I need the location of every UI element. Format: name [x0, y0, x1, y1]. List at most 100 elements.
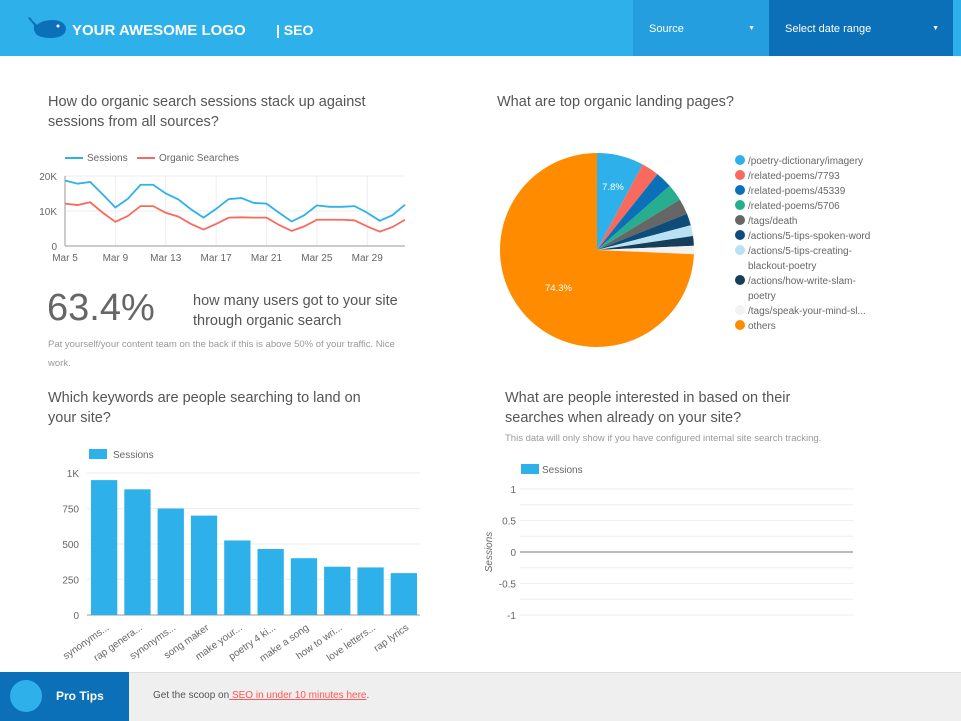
- organic-share-label: how many users got to your site through …: [193, 293, 398, 329]
- bar: [124, 489, 151, 615]
- legend-label: /tags/death: [748, 216, 797, 227]
- y-tick-label: 0: [510, 548, 516, 559]
- y-tick-label: 1K: [67, 469, 80, 480]
- sessions-line-chart: 0 10K 20K Mar 5 Mar 9 Mar 13 Mar 17 Mar 21 Mar 2…: [39, 153, 406, 264]
- legend-label: /related-poems/45339: [748, 186, 846, 197]
- bar: [224, 540, 251, 615]
- y-tick-label: 0: [51, 242, 57, 253]
- legend-label: blackout-poetry: [748, 261, 816, 272]
- site-search-note: This data will only show if you have con…: [505, 433, 822, 444]
- landing-pages-pie-chart: 7.8% 74.3% /poetry-dictionary/imagery/rela…: [500, 153, 870, 347]
- pro-tips-label: Pro Tips: [56, 689, 104, 703]
- x-tick-label: Mar 21: [251, 253, 283, 264]
- bar: [290, 558, 318, 615]
- pie-slice: [597, 199, 687, 250]
- pie-slice: [597, 213, 691, 250]
- pie-data-label: 7.8%: [602, 182, 624, 193]
- pro-tips-panel: Pro Tips: [0, 672, 129, 721]
- chevron-down-icon: ▼: [932, 25, 939, 32]
- x-tick-label: Mar 9: [103, 253, 129, 264]
- bar: [91, 480, 118, 615]
- legend-label: /poetry-dictionary/imagery: [748, 156, 863, 167]
- y-tick-label: 10K: [39, 207, 57, 218]
- site-search-title: What are people interested in based on t…: [505, 390, 791, 426]
- pro-tip-end: .: [366, 690, 370, 701]
- pie-slice: [597, 185, 680, 250]
- legend-label: Organic Searches: [159, 153, 239, 164]
- legend-swatch: [735, 170, 745, 180]
- pro-tip-text: Get the scoop on SEO in under 10 minutes…: [153, 690, 369, 701]
- legend-swatch: [735, 200, 745, 210]
- y-tick-label: 20K: [39, 172, 57, 183]
- y-tick-label: 1: [510, 485, 516, 496]
- legend-label: /actions/how-write-slam-: [748, 276, 856, 287]
- sessions-chart-title: How do organic search sessions stack up …: [48, 94, 366, 130]
- bar: [390, 573, 417, 615]
- legend-label: Sessions: [542, 465, 583, 476]
- y-tick-label: 750: [62, 505, 79, 516]
- y-tick-label: 0.5: [502, 517, 516, 528]
- y-tick-label: -0.5: [499, 580, 517, 591]
- x-tick-label: Mar 13: [150, 253, 182, 264]
- x-tick-label: Mar 5: [52, 253, 78, 264]
- y-tick-label: -1: [507, 611, 516, 622]
- legend-label: Sessions: [87, 153, 128, 164]
- source-label: Source: [649, 23, 684, 35]
- y-tick-label: 0: [73, 611, 79, 622]
- legend-label: others: [748, 321, 776, 332]
- date-range-label: Select date range: [785, 23, 872, 35]
- legend-label: /actions/5-tips-creating-: [748, 246, 852, 257]
- pie-slice: [597, 225, 693, 250]
- x-tick-label: Mar 29: [352, 253, 384, 264]
- organic-share-note: Pat yourself/your content team on the ba…: [48, 339, 395, 369]
- legend-label: Sessions: [113, 450, 154, 461]
- bar: [324, 566, 351, 615]
- pie-slice: [500, 153, 694, 347]
- y-tick-label: 250: [62, 576, 79, 587]
- legend-swatch: [89, 449, 107, 459]
- series-line: [64, 201, 406, 233]
- pie-slice: [597, 245, 694, 255]
- legend-swatch: [735, 185, 745, 195]
- whale-logo-icon: [28, 17, 66, 38]
- legend-swatch: [521, 464, 539, 474]
- whale-graduation-icon: [10, 680, 42, 712]
- legend-label: /actions/5-tips-spoken-word: [748, 231, 870, 242]
- seo-guide-link[interactable]: SEO in under 10 minutes here: [229, 690, 367, 701]
- legend-swatch: [735, 215, 745, 225]
- legend-label: /tags/speak-your-mind-sl...: [748, 306, 866, 317]
- legend-swatch: [735, 320, 745, 330]
- legend-swatch: [735, 230, 745, 240]
- legend-swatch: [735, 245, 745, 255]
- bar: [357, 567, 384, 615]
- pie-slice: [597, 174, 670, 250]
- page-section-title: | SEO: [276, 22, 314, 38]
- date-range-dropdown[interactable]: Select date range ▼: [769, 0, 953, 56]
- pie-data-label: 74.3%: [545, 283, 572, 294]
- landing-pages-title: What are top organic landing pages?: [497, 94, 734, 110]
- legend-swatch: [735, 155, 745, 165]
- y-tick-label: 500: [62, 540, 79, 551]
- x-tick-label: Mar 17: [201, 253, 233, 264]
- x-tick-label: rap lyrics: [372, 622, 411, 654]
- series-line: [64, 179, 406, 223]
- chevron-down-icon: ▼: [748, 25, 755, 32]
- legend-label: /related-poems/5706: [748, 201, 840, 212]
- footer-bar: Get the scoop on SEO in under 10 minutes…: [0, 672, 961, 721]
- pie-slice: [597, 236, 694, 250]
- bar: [157, 508, 184, 615]
- legend-label: poetry: [748, 291, 776, 302]
- organic-share-value: 63.4%: [47, 287, 155, 329]
- y-axis-label: Sessions: [484, 532, 495, 573]
- x-tick-label: Mar 25: [301, 253, 333, 264]
- site-search-bar-chart: Sessions -1 -0.5 0 0.5 1 Sessions: [484, 464, 853, 622]
- bar: [257, 548, 284, 615]
- legend-label: /related-poems/7793: [748, 171, 840, 182]
- legend-swatch: [735, 275, 745, 285]
- bar: [190, 515, 218, 615]
- logo-text: YOUR AWESOME LOGO: [72, 22, 246, 39]
- pro-tip-intro: Get the scoop on: [153, 690, 230, 701]
- source-dropdown[interactable]: Source ▼: [633, 0, 769, 56]
- keywords-title: Which keywords are people searching to l…: [48, 390, 361, 426]
